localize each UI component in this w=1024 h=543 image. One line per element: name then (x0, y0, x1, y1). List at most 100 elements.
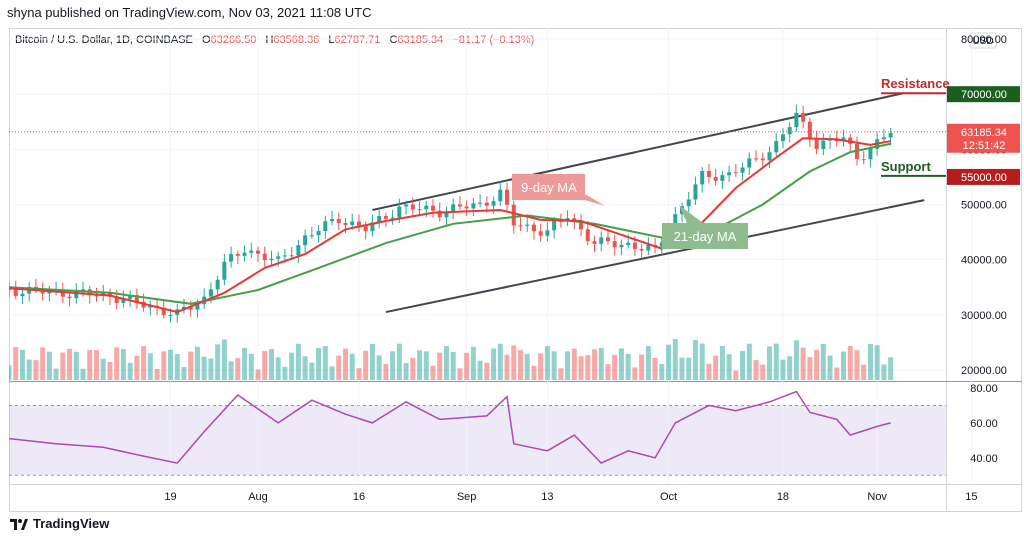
volume-bar (437, 352, 443, 380)
volume-bar (322, 346, 328, 380)
volume-bar (760, 364, 766, 380)
volume-bar (93, 350, 99, 380)
resistance-label: Resistance (881, 76, 950, 91)
candle-body (256, 250, 261, 254)
candle-body (74, 290, 79, 299)
volume-bar (733, 370, 739, 380)
candle-body (249, 250, 254, 253)
volume-bar (174, 354, 180, 380)
volume-bar (592, 349, 598, 380)
volume-bar (605, 364, 611, 380)
candle-body (437, 210, 442, 218)
candle-body (114, 296, 119, 303)
candle-body (330, 219, 335, 222)
volume-bar (746, 343, 752, 380)
candle-body (545, 230, 550, 236)
volume-bar (410, 357, 416, 380)
candle-body (188, 306, 193, 310)
candle-body (505, 189, 510, 205)
chart-area[interactable]: Bitcoin / U.S. Dollar, 1D, COINBASE O632… (6, 28, 1022, 512)
candle-body (821, 140, 826, 149)
volume-bar (484, 362, 490, 380)
time-tick-label: Sep (457, 491, 477, 503)
volume-bar (881, 364, 887, 380)
candle-body (235, 254, 240, 256)
support-label: Support (881, 159, 931, 174)
tradingview-brand[interactable]: TradingView (9, 516, 109, 531)
channel-trendline (385, 199, 925, 314)
rsi-line (8, 390, 891, 465)
ma21-callout-label: 21-day MA (674, 229, 737, 244)
volume-bar (766, 346, 772, 380)
volume-bar (511, 345, 517, 380)
candle-body (747, 158, 752, 168)
candle-body (282, 255, 287, 257)
rsi-tick-label: 80.00 (970, 383, 998, 395)
volume-bar (861, 364, 867, 380)
tradingview-chart[interactable]: Bitcoin / U.S. Dollar, 1D, COINBASE O632… (6, 28, 1022, 512)
volume-bar (820, 343, 826, 380)
ma9-callout: 9-day MA (512, 174, 605, 206)
price-tick-label: 40000.00 (961, 255, 1007, 267)
volume-bar (396, 343, 402, 380)
volume-bar (706, 363, 712, 380)
volume-bar (228, 361, 234, 380)
ma21-callout-shape (662, 205, 748, 249)
volume-bar (363, 350, 369, 380)
volume-bar (343, 348, 348, 380)
ma21-callout: 21-day MA (662, 205, 748, 249)
volume-bar (369, 343, 375, 380)
volume-bar (625, 353, 631, 380)
chart-legend: Bitcoin / U.S. Dollar, 1D, COINBASE O632… (15, 34, 534, 46)
candle-body (303, 235, 308, 246)
volume-bar (612, 354, 618, 380)
candle-body (787, 127, 792, 135)
volume-bar (309, 362, 315, 380)
volume-bar (336, 355, 342, 380)
volume-bar (26, 359, 32, 380)
candle-body (20, 293, 25, 297)
candle-body (794, 112, 799, 128)
candle-body (861, 159, 866, 161)
candle-body (639, 248, 644, 251)
volume-bar (201, 356, 207, 380)
candle-body (646, 244, 651, 251)
volume-bar (645, 346, 651, 380)
candle-body (484, 202, 489, 206)
candle-body (498, 189, 503, 202)
volume-bar (235, 358, 241, 380)
candle-body (424, 205, 429, 210)
candle-body (605, 237, 610, 242)
volume-bar (524, 353, 530, 380)
symbol-name: Bitcoin / U.S. Dollar, 1D, COINBASE (15, 34, 193, 46)
volume-bar (517, 350, 523, 380)
volume-bar (114, 347, 120, 380)
volume-bar (443, 345, 449, 380)
volume-bar (33, 360, 39, 380)
currency-box[interactable] (969, 32, 997, 49)
volume-bar (107, 361, 113, 380)
candle-body (60, 289, 65, 297)
volume-bar (538, 353, 544, 380)
volume-bar (713, 355, 719, 380)
volume-bar (147, 353, 153, 380)
candle-body (370, 222, 375, 232)
volume-bar (854, 350, 860, 380)
volume-bar (188, 351, 194, 380)
volume-bar (679, 357, 685, 380)
candle-body (471, 203, 476, 209)
candle-body (780, 134, 785, 142)
candle-body (128, 295, 133, 299)
currency-label[interactable]: USD (972, 36, 993, 47)
candle-body (208, 289, 213, 297)
candle-body (774, 141, 779, 153)
volume-bar (598, 347, 604, 380)
candle-body (841, 137, 846, 142)
last-price-badge-text: 63185.34 (961, 127, 1007, 139)
volume-bar (814, 349, 820, 380)
volume-bar (578, 356, 584, 380)
volume-bar (491, 348, 497, 380)
candle-body (134, 295, 139, 302)
volume-bar (544, 346, 550, 380)
volume-bar (632, 367, 638, 380)
